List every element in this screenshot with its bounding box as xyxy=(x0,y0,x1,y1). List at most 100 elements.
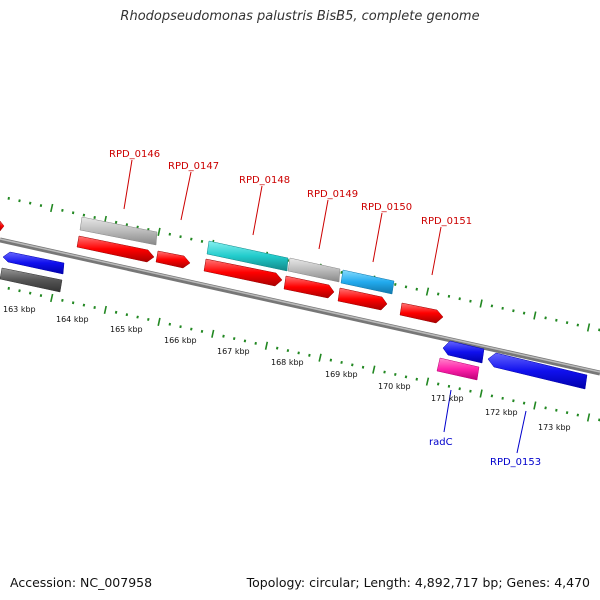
minor-tick xyxy=(555,408,558,412)
minor-tick xyxy=(565,411,569,415)
minor-tick xyxy=(147,317,150,321)
major-tick xyxy=(157,227,161,236)
gene-label[interactable]: RPD_0146 xyxy=(109,149,160,160)
gene-label[interactable]: RPD_0148 xyxy=(239,175,290,186)
minor-tick xyxy=(61,298,64,302)
minor-tick xyxy=(340,270,343,274)
scale-label: 171 kbp xyxy=(431,394,464,403)
minor-tick xyxy=(436,382,440,386)
minor-tick xyxy=(404,285,408,289)
minor-tick xyxy=(190,327,193,331)
minor-tick xyxy=(544,316,547,320)
minor-tick xyxy=(232,337,236,341)
minor-tick xyxy=(512,399,515,403)
minor-tick xyxy=(447,384,451,388)
minor-tick xyxy=(415,377,418,381)
gene-feature-sky[interactable] xyxy=(340,269,395,295)
gene-label[interactable]: RPD_0149 xyxy=(307,189,358,200)
minor-tick xyxy=(340,360,343,364)
cds-arrow-blue-reverse[interactable] xyxy=(2,251,65,275)
major-tick xyxy=(157,317,161,326)
major-tick xyxy=(586,413,591,422)
gene-feature-magenta[interactable] xyxy=(436,357,480,381)
major-tick xyxy=(479,389,483,398)
minor-tick xyxy=(254,341,257,345)
minor-tick xyxy=(490,304,494,308)
gene-label[interactable]: RPD_0151 xyxy=(421,216,472,227)
minor-tick xyxy=(71,211,75,215)
minor-tick xyxy=(114,220,118,224)
minor-tick xyxy=(136,315,139,319)
cds-arrow-blue-reverse[interactable] xyxy=(442,340,485,364)
minor-tick xyxy=(394,372,397,376)
major-tick xyxy=(479,299,483,308)
minor-tick xyxy=(469,299,472,303)
gene-feature-cyan[interactable] xyxy=(206,240,289,272)
gene-label[interactable]: RPD_0153 xyxy=(490,457,541,468)
minor-tick xyxy=(501,396,504,400)
map-title: Rhodopseudomonas palustris BisB5, comple… xyxy=(120,9,480,24)
scale-labels: 163 kbp 164 kbp 165 kbp 166 kbp 167 kbp … xyxy=(3,305,571,432)
minor-tick xyxy=(308,353,311,357)
minor-tick xyxy=(522,401,526,405)
major-tick xyxy=(425,377,430,386)
minor-tick xyxy=(383,370,386,374)
major-tick xyxy=(264,341,269,350)
minor-tick xyxy=(93,216,96,219)
minor-tick xyxy=(179,235,182,239)
minor-tick xyxy=(576,323,580,327)
minor-tick xyxy=(82,303,86,307)
genome-backbone xyxy=(0,237,600,376)
cds-arrow-red[interactable] xyxy=(76,235,155,263)
major-tick xyxy=(50,293,54,303)
minor-tick xyxy=(329,358,333,362)
minor-tick xyxy=(114,310,118,314)
minor-tick xyxy=(39,204,43,207)
minor-tick xyxy=(18,199,21,203)
minor-tick xyxy=(125,223,129,227)
gene-feature-gray[interactable] xyxy=(287,257,341,283)
major-tick xyxy=(533,401,537,410)
minor-tick xyxy=(415,287,418,291)
major-tick xyxy=(425,287,430,296)
major-tick xyxy=(318,353,322,362)
scale-label: 168 kbp xyxy=(271,358,304,367)
minor-tick xyxy=(71,301,75,305)
gene-label[interactable]: radC xyxy=(429,437,453,448)
minor-tick xyxy=(512,309,515,313)
cds-arrow-red-partial[interactable] xyxy=(0,220,5,232)
minor-tick xyxy=(458,387,461,391)
minor-tick xyxy=(275,346,279,350)
genome-backbone-highlight xyxy=(0,238,600,373)
scale-label: 164 kbp xyxy=(56,315,89,324)
minor-tick xyxy=(394,282,397,286)
scale-label: 166 kbp xyxy=(164,336,197,345)
cds-arrow-red[interactable] xyxy=(203,258,283,287)
cds-arrow-blue-reverse[interactable] xyxy=(487,352,588,390)
minor-tick xyxy=(179,325,182,329)
inner-tick-ring xyxy=(7,286,600,422)
gene-label[interactable]: RPD_0147 xyxy=(168,161,219,172)
minor-tick xyxy=(351,363,354,367)
minor-tick xyxy=(7,286,10,290)
cds-arrow-red[interactable] xyxy=(155,250,191,269)
minor-tick xyxy=(61,208,64,212)
gene-labels-below: radC RPD_0153 xyxy=(429,437,541,468)
minor-tick xyxy=(200,329,204,333)
minor-tick xyxy=(18,289,21,293)
minor-tick xyxy=(297,351,300,355)
minor-tick xyxy=(447,294,451,298)
minor-tick xyxy=(190,237,193,241)
gene-label[interactable]: RPD_0150 xyxy=(361,202,412,213)
cds-arrow-red[interactable] xyxy=(337,287,388,311)
gene-feature-dark[interactable] xyxy=(0,267,63,293)
minor-tick xyxy=(501,306,504,310)
cds-arrow-red[interactable] xyxy=(399,302,444,324)
major-tick xyxy=(533,311,537,320)
scale-label: 165 kbp xyxy=(110,325,143,334)
gene-feature-gray[interactable] xyxy=(79,216,158,246)
minor-tick xyxy=(555,318,558,322)
minor-tick xyxy=(39,294,43,297)
minor-tick xyxy=(286,349,290,353)
cds-arrow-red[interactable] xyxy=(283,275,335,299)
